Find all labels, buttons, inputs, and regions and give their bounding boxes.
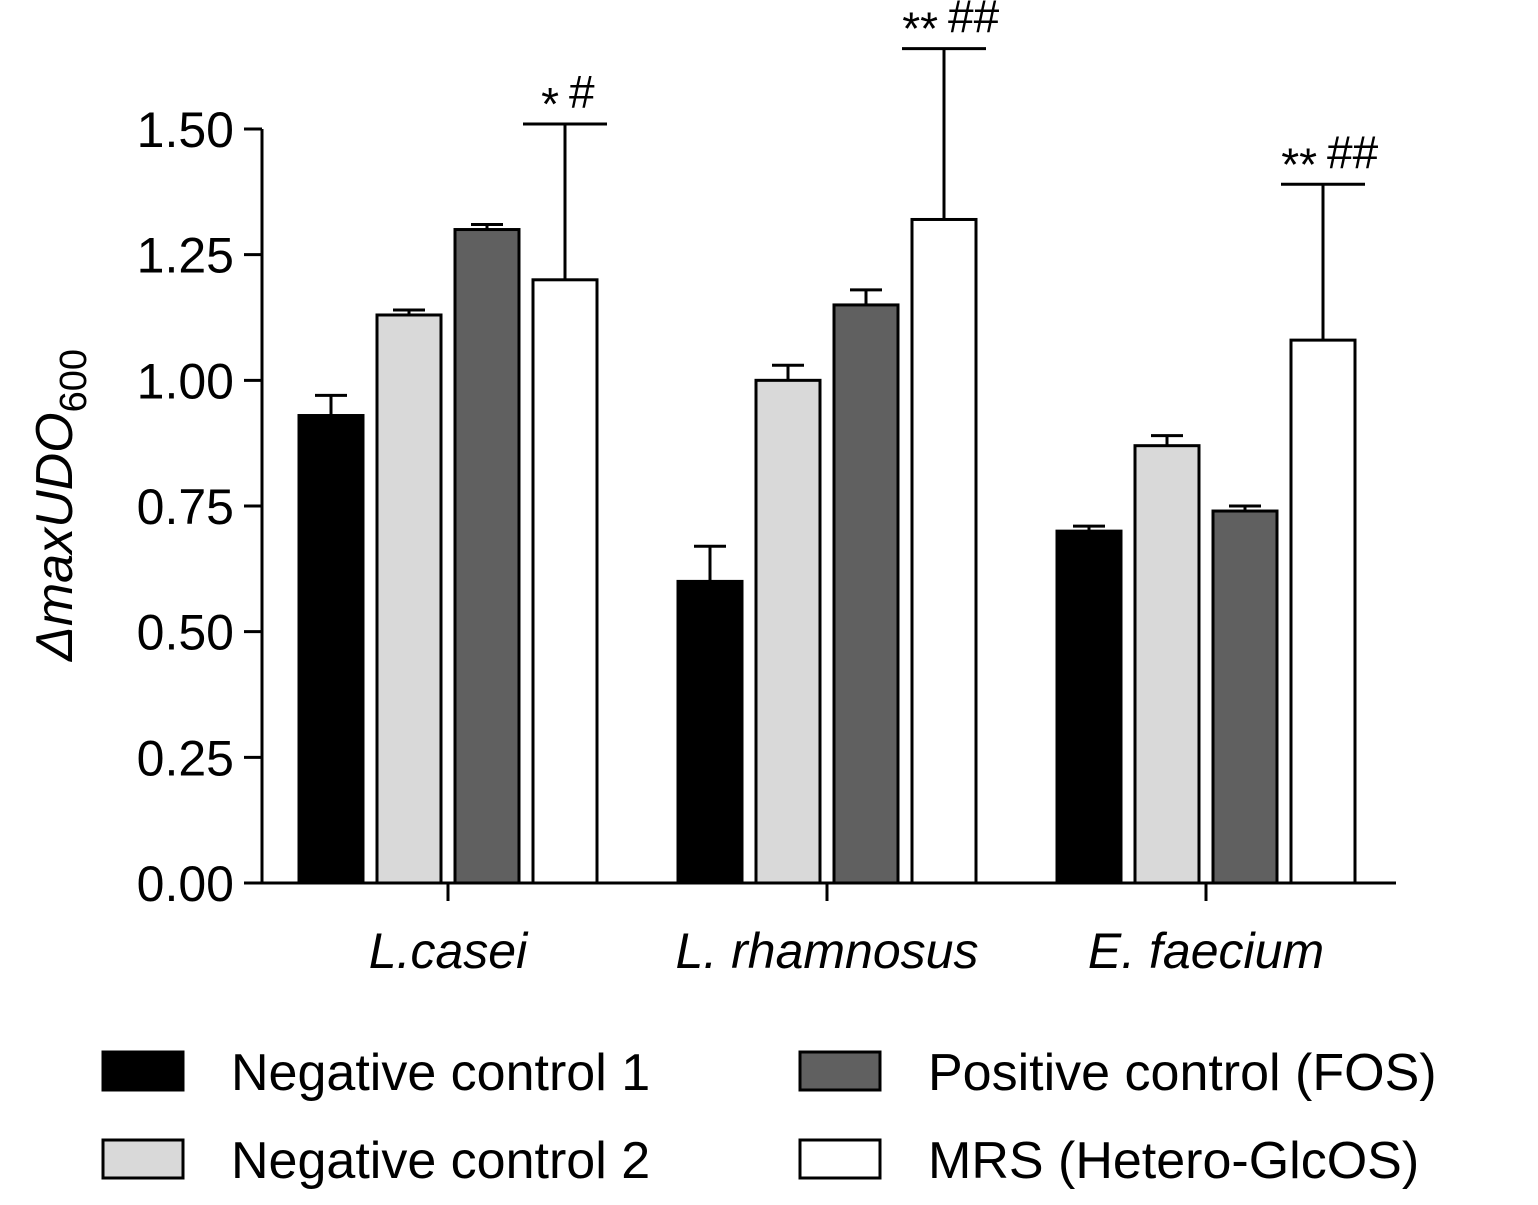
bar <box>910 217 978 885</box>
legend: Negative control 1 Negative control 2 Posi… <box>101 1044 1437 1190</box>
bars <box>297 47 1365 885</box>
bar <box>297 414 365 885</box>
significance-stars: * <box>541 78 559 130</box>
x-category-label: E. faecium <box>1088 923 1324 979</box>
bar <box>754 378 822 885</box>
y-tick-label: 1.25 <box>137 228 234 284</box>
bar <box>1133 444 1201 885</box>
bar <box>1055 529 1123 885</box>
y-axis-label-group: ΔmaxUDO600 <box>26 349 95 663</box>
legend-label: Positive control (FOS) <box>928 1044 1437 1102</box>
y-tick-label: 0.00 <box>137 856 234 912</box>
x-category-label: L.casei <box>369 923 529 979</box>
legend-label: Negative control 1 <box>231 1044 650 1102</box>
significance-hashes: ## <box>1327 126 1379 178</box>
y-axis-label: ΔmaxUDO600 <box>26 349 95 663</box>
y-tick-label: 0.75 <box>137 479 234 535</box>
bar <box>531 278 599 885</box>
bar <box>453 228 521 885</box>
legend-swatch <box>101 1050 185 1092</box>
y-tick-label: 0.25 <box>137 730 234 786</box>
y-tick-label: 1.00 <box>137 353 234 409</box>
legend-swatch <box>798 1138 882 1180</box>
y-tick-label: 1.50 <box>137 102 234 158</box>
bar <box>1211 509 1279 885</box>
significance-stars: ** <box>1281 138 1317 190</box>
legend-swatch <box>101 1138 185 1180</box>
bar <box>375 313 443 885</box>
axes: 0.00 0.25 0.50 0.75 1.00 1.25 1.50 L.casei L. rh… <box>137 102 1396 979</box>
legend-swatch <box>798 1050 882 1092</box>
y-axis-label-subscript: 600 <box>53 349 95 412</box>
bar <box>1289 338 1357 885</box>
significance-hashes: ## <box>948 0 1000 43</box>
y-axis-label-main: ΔmaxUDO <box>26 412 84 663</box>
bar <box>832 303 900 885</box>
significance-hashes: # <box>569 66 595 118</box>
legend-label: MRS (Hetero-GlcOS) <box>928 1132 1419 1190</box>
x-category-label: L. rhamnosus <box>676 923 979 979</box>
significance-annotations: * #** ##** ## <box>541 0 1378 190</box>
legend-label: Negative control 2 <box>231 1132 650 1190</box>
y-tick-label: 0.50 <box>137 605 234 661</box>
bar <box>676 579 744 885</box>
significance-stars: ** <box>902 3 938 55</box>
